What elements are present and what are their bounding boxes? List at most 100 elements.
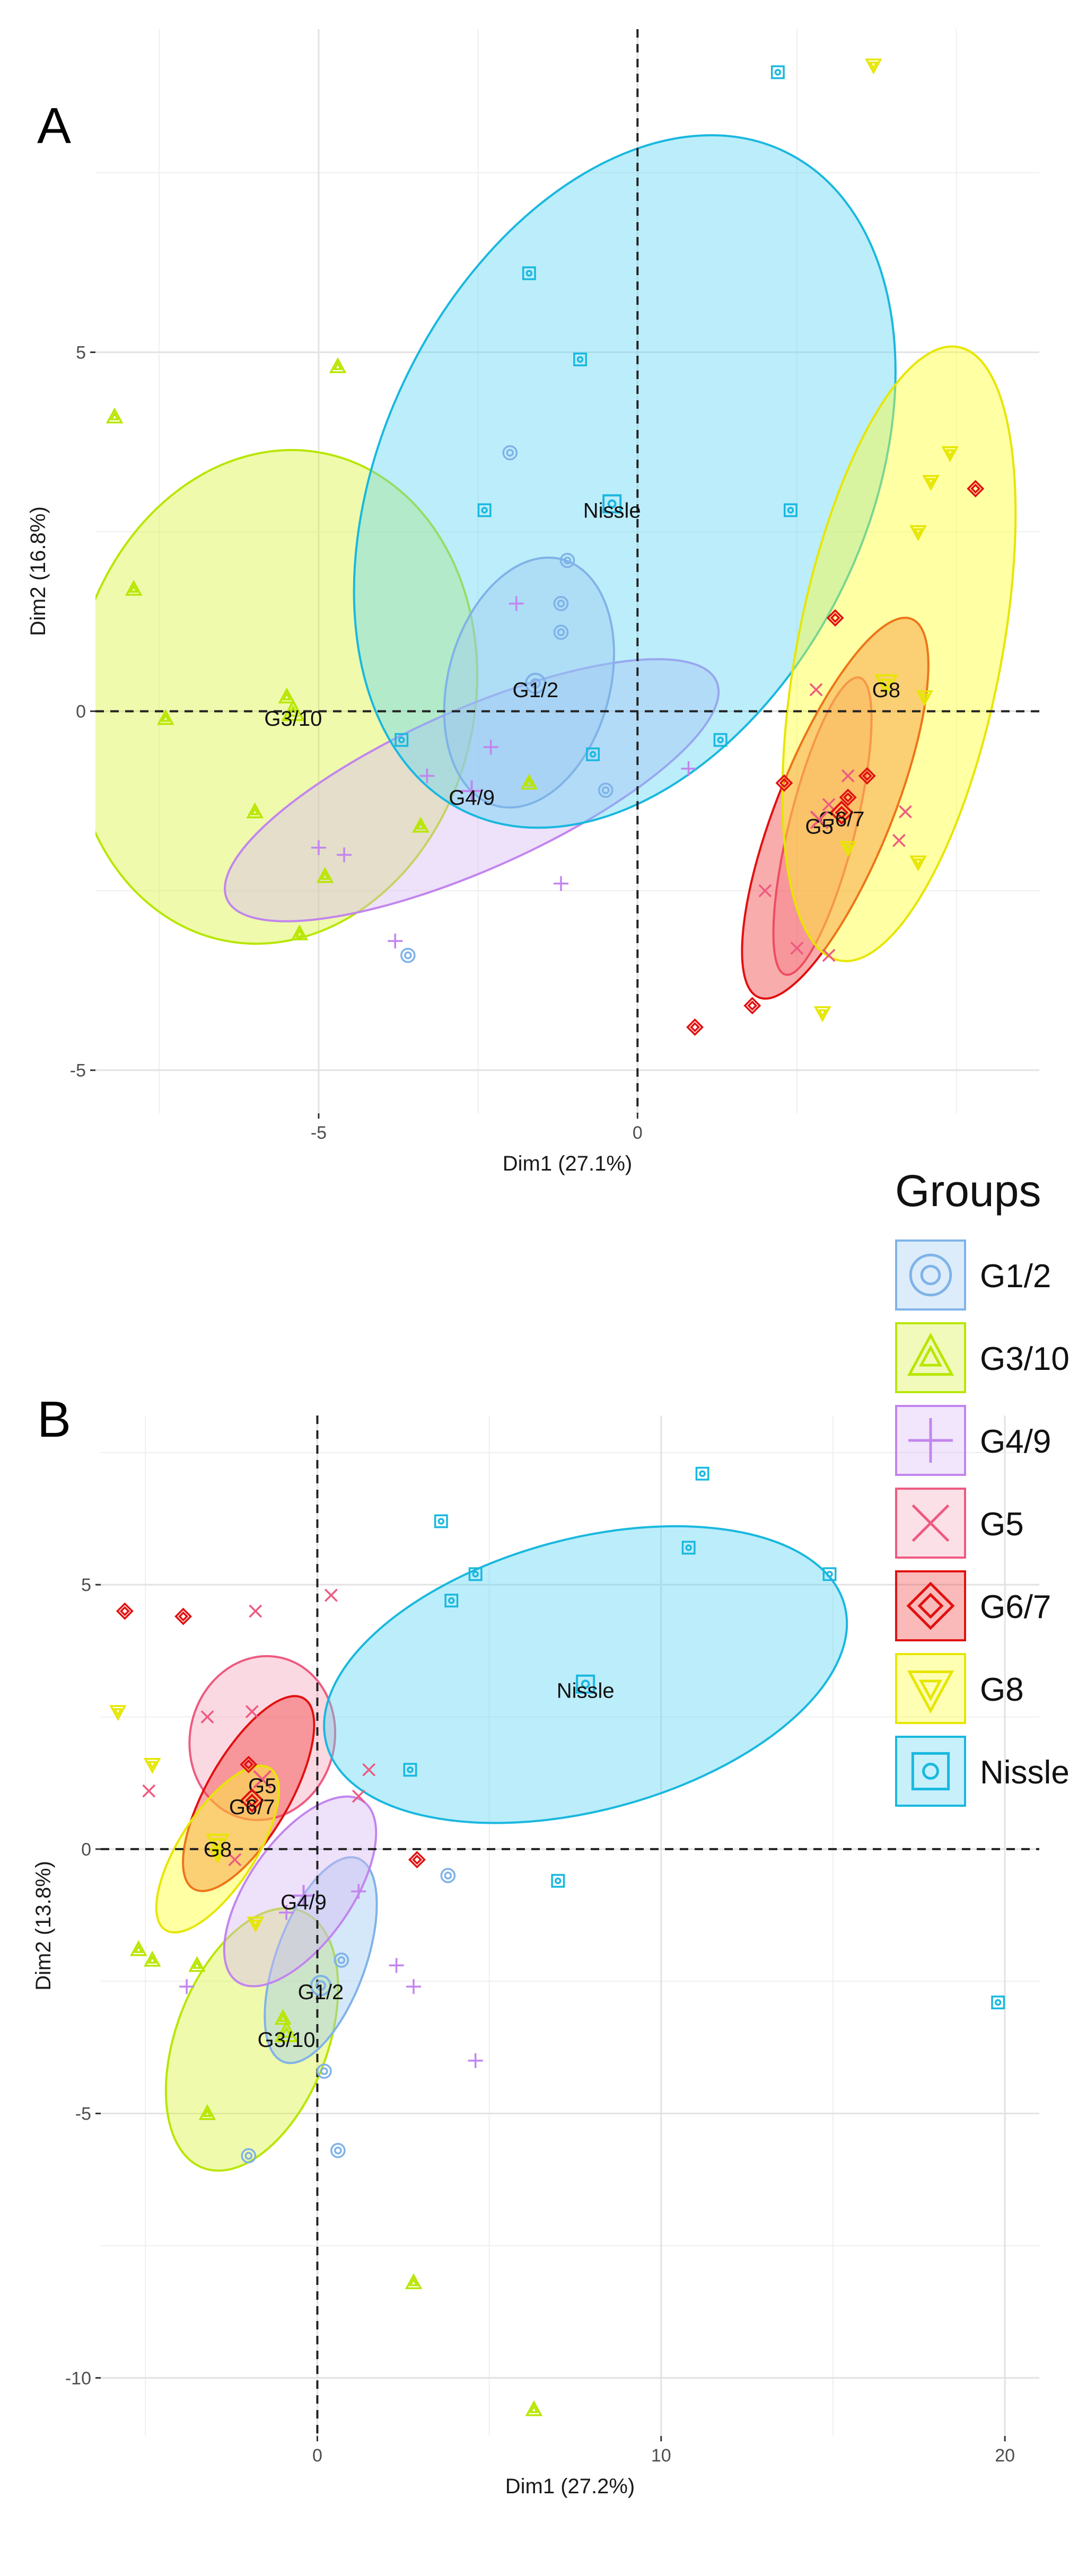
centroid-g5	[253, 1770, 272, 1789]
y-tick-label: 5	[81, 1575, 91, 1595]
point-g3-10	[246, 802, 264, 819]
point-g5	[324, 1588, 338, 1602]
point-g5	[142, 1784, 156, 1798]
centroid-g5	[810, 810, 829, 829]
point-nissle	[681, 1541, 696, 1555]
point-g4-9	[468, 2053, 483, 2068]
point-g4-9	[389, 1958, 404, 1973]
centroid-nissle	[602, 494, 622, 514]
point-g5	[758, 884, 772, 898]
group-label-nissle: Nissle	[583, 499, 641, 522]
legend-label-g3-10: G3/10	[980, 1341, 1070, 1377]
point-g8	[839, 841, 857, 857]
point-g5	[352, 1789, 365, 1803]
point-g1-2	[330, 2143, 346, 2158]
points-layer	[106, 58, 985, 1036]
point-g8	[247, 1916, 264, 1933]
legend-key-g1-2	[895, 1239, 966, 1311]
point-g1-2	[334, 1952, 349, 1968]
point-g5	[200, 1710, 214, 1724]
point-nissle	[573, 353, 588, 366]
point-g8	[909, 525, 927, 541]
legend-key-nissle	[895, 1736, 966, 1807]
y-tick-label: -5	[70, 1061, 86, 1081]
point-g1-2	[400, 947, 416, 963]
point-g5	[822, 798, 836, 812]
point-g3-10	[405, 2273, 423, 2290]
legend-label-g6-7: G6/7	[980, 1589, 1051, 1625]
legend-symbol-g4-9	[908, 1418, 953, 1463]
point-nissle	[468, 1567, 483, 1581]
point-g3-10	[144, 1950, 161, 1967]
ellipse-layer	[155, 1525, 848, 2172]
point-nissle	[586, 747, 600, 761]
point-g3-10	[525, 2400, 543, 2416]
y-tick-label: -10	[65, 2368, 91, 2388]
group-label-g4-9: G4/9	[449, 786, 495, 810]
point-g8	[144, 1758, 161, 1774]
point-g5	[245, 1705, 259, 1718]
point-g4-9	[279, 1905, 294, 1920]
centroid-g1-2	[524, 672, 546, 694]
point-g4-9	[388, 933, 403, 948]
x-tick-label: 0	[312, 2446, 322, 2466]
x-tick-label: -5	[311, 1123, 327, 1143]
point-g3-10	[188, 1956, 206, 1972]
point-g8	[941, 446, 959, 462]
point-g6-7	[858, 767, 876, 785]
panel-letter-b: B	[37, 1391, 71, 1448]
legend-label-g4-9: G4/9	[980, 1423, 1051, 1460]
point-g1-2	[440, 1868, 456, 1884]
point-g3-10	[520, 773, 538, 790]
centroid-g8	[206, 1833, 230, 1856]
ellipse-g3-10	[95, 449, 478, 945]
point-g1-2	[559, 552, 575, 568]
ellipse-g1-2	[443, 556, 615, 809]
point-g8	[916, 690, 933, 707]
point-g5	[809, 683, 823, 697]
group-label-g1-2: G1/2	[513, 679, 559, 702]
centroid-g4-9	[461, 780, 483, 802]
point-nissle	[444, 1594, 459, 1608]
point-g4-9	[483, 740, 498, 755]
point-g4-9	[311, 840, 326, 855]
legend-symbol-g8	[907, 1671, 954, 1714]
point-nissle	[395, 733, 409, 747]
point-g4-9	[351, 1884, 366, 1899]
centroid-g1-2	[310, 1975, 331, 1997]
point-g5	[841, 769, 855, 783]
point-g8	[109, 1705, 127, 1721]
point-g5	[892, 833, 906, 847]
point-g1-2	[553, 596, 569, 611]
legend-symbol-g3-10	[907, 1332, 954, 1376]
y-tick-label: -5	[75, 2104, 91, 2124]
point-g3-10	[329, 357, 347, 373]
legend-item-g4-9: G4/9	[895, 1405, 1051, 1476]
point-g6-7	[408, 1851, 426, 1869]
point-nissle	[783, 503, 797, 517]
point-g4-9	[419, 768, 435, 784]
axis-ticks: -5 0 -5 0 5	[70, 342, 643, 1143]
point-nissle	[403, 1763, 417, 1777]
ellipse-nissle	[353, 134, 897, 829]
point-nissle	[477, 503, 492, 517]
group-label-g6-7: G6/7	[229, 1796, 275, 1819]
point-g8	[922, 474, 940, 491]
point-g8	[865, 58, 882, 75]
centroid-g3-10	[274, 2020, 299, 2042]
panel-letter-a: A	[37, 98, 71, 154]
legend-item-g5: G5	[895, 1488, 1024, 1559]
point-g1-2	[598, 783, 614, 798]
point-g5	[790, 942, 804, 955]
legend: Groups G1/2 G3/10 G4/9 G5 G6/7 G8 Nissle	[895, 1166, 1070, 1807]
point-g8	[909, 855, 927, 872]
centroid-g6-7	[240, 1788, 265, 1813]
legend-label-g8: G8	[980, 1672, 1024, 1708]
point-nissle	[713, 733, 728, 747]
y-tick-label: 5	[76, 342, 86, 363]
group-label-g3-10: G3/10	[264, 707, 322, 731]
